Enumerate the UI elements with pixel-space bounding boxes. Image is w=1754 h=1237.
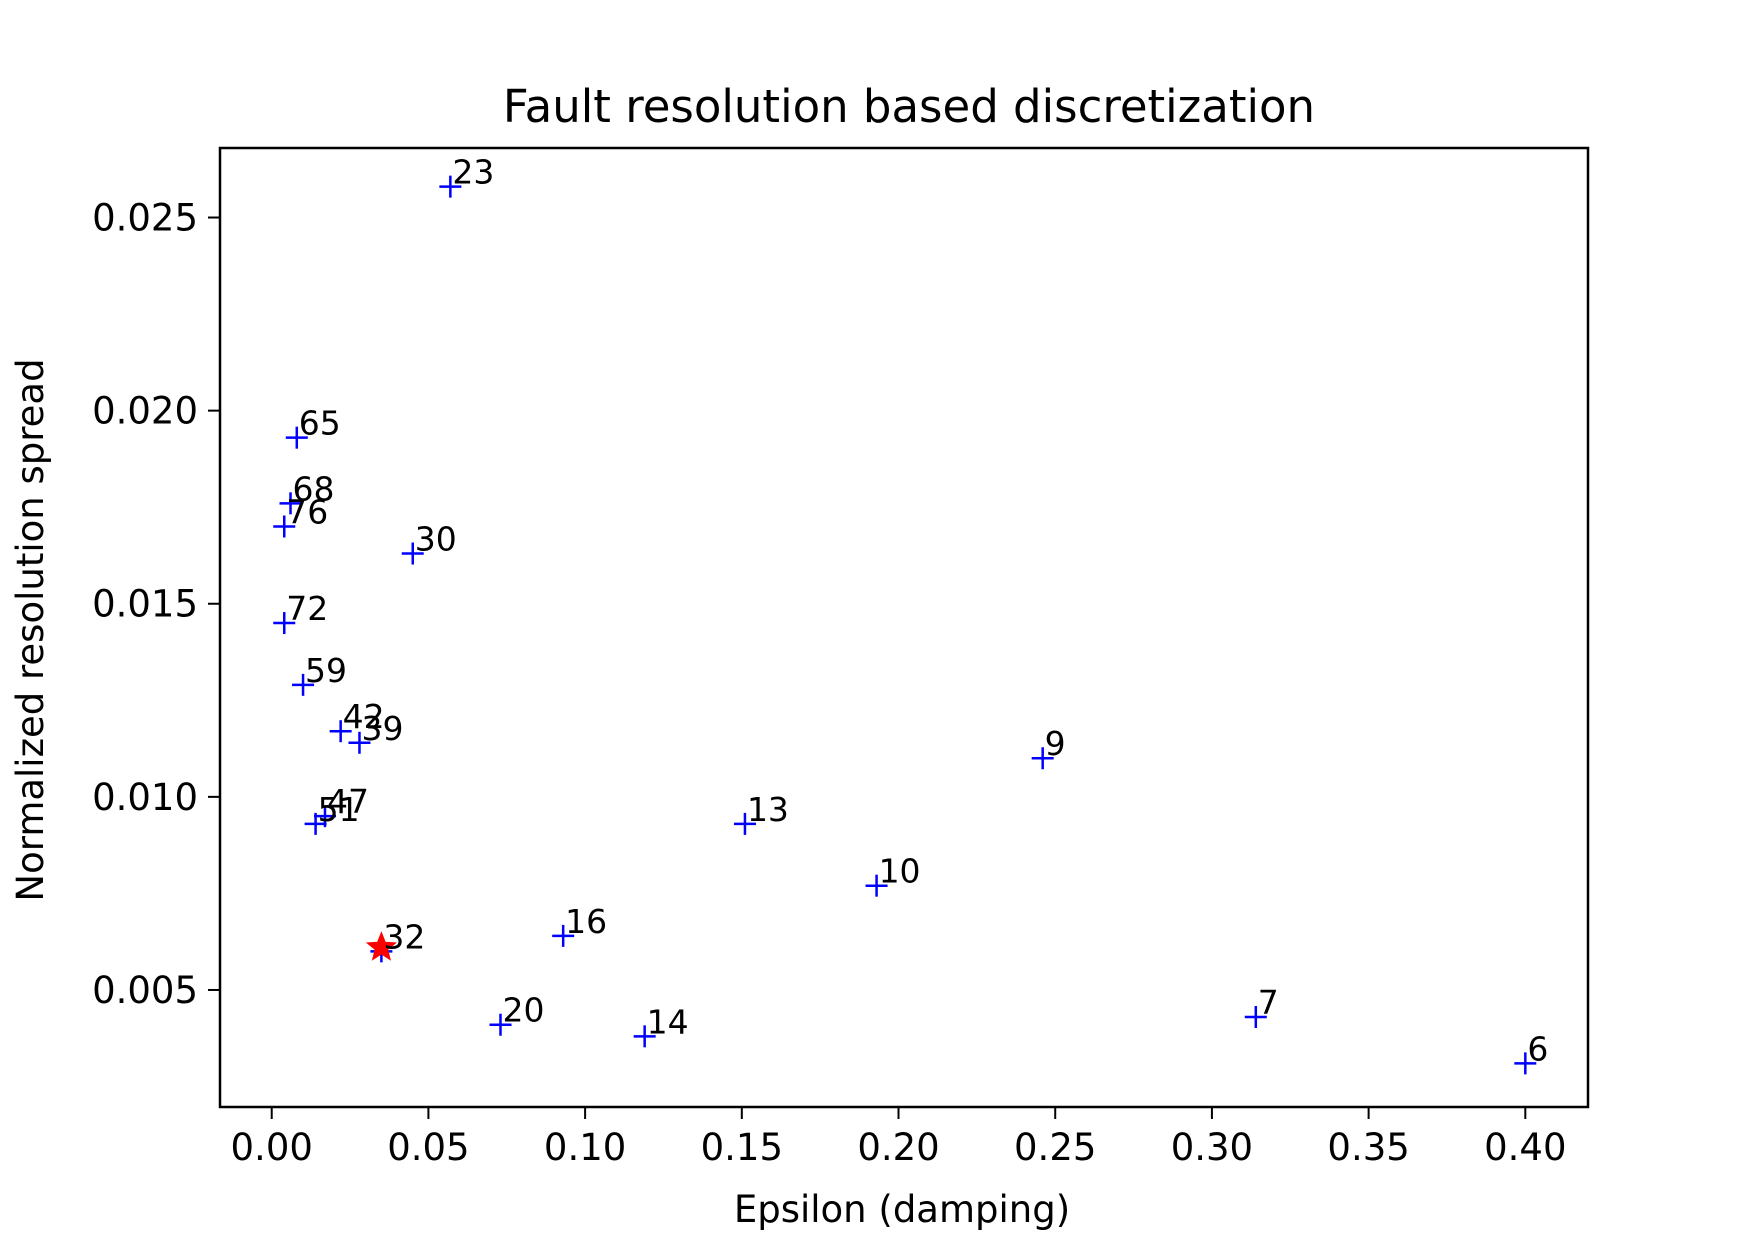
point-label-23: 23 xyxy=(452,153,494,192)
x-tick-label: 0.05 xyxy=(387,1126,469,1169)
data-point-20 xyxy=(489,1013,512,1036)
data-point-14 xyxy=(633,1025,656,1048)
y-tick-label: 0.025 xyxy=(92,197,198,240)
data-point-76 xyxy=(273,515,296,538)
x-tick-label: 0.35 xyxy=(1327,1126,1409,1169)
plot-area: 0.00 0.05 0.10 0.15 0.20 0.25 0.30 0.35 0.40 0.0… xyxy=(92,146,1590,1169)
point-label-13: 13 xyxy=(747,790,789,829)
point-label-30: 30 xyxy=(415,520,457,559)
x-tick-label: 0.20 xyxy=(857,1126,939,1169)
data-point-59 xyxy=(292,673,315,696)
point-label-10: 10 xyxy=(879,852,921,891)
y-tick-label: 0.020 xyxy=(92,390,198,433)
point-label-39: 39 xyxy=(361,709,403,748)
point-label-47: 47 xyxy=(327,782,369,821)
data-points xyxy=(273,175,1537,1075)
x-tick-label: 0.15 xyxy=(701,1126,783,1169)
data-point-42 xyxy=(329,720,352,743)
data-point-39 xyxy=(348,731,371,754)
point-label-51: 51 xyxy=(318,790,360,829)
highlight-star-32 xyxy=(365,931,398,961)
x-tick-label: 0.10 xyxy=(544,1126,626,1169)
y-axis-label: Normalized resolution spread xyxy=(9,358,52,901)
point-label-76: 76 xyxy=(286,493,328,532)
y-axis: 0.005 0.010 0.015 0.020 0.025 xyxy=(92,197,220,1012)
y-tick-label: 0.005 xyxy=(92,969,198,1012)
point-label-6: 6 xyxy=(1527,1029,1548,1068)
data-point-6 xyxy=(1514,1052,1537,1075)
y-tick-label: 0.015 xyxy=(92,583,198,626)
axes-frame xyxy=(218,146,1590,1109)
data-point-9 xyxy=(1031,747,1054,770)
data-point-68 xyxy=(279,492,302,515)
point-label-59: 59 xyxy=(305,651,347,690)
data-point-10 xyxy=(865,874,888,897)
point-label-72: 72 xyxy=(286,589,328,628)
x-tick-label: 0.25 xyxy=(1014,1126,1096,1169)
data-point-23 xyxy=(439,175,462,198)
point-label-32: 32 xyxy=(383,917,425,956)
point-label-16: 16 xyxy=(565,902,607,941)
data-point-65 xyxy=(285,426,308,449)
x-axis-label: Epsilon (damping) xyxy=(734,1188,1070,1231)
point-label-65: 65 xyxy=(299,404,341,443)
x-axis: 0.00 0.05 0.10 0.15 0.20 0.25 0.30 0.35 0.40 xyxy=(231,1107,1567,1169)
data-point-72 xyxy=(273,612,296,635)
point-label-14: 14 xyxy=(647,1002,689,1041)
data-point-51 xyxy=(304,812,327,835)
point-label-68: 68 xyxy=(293,469,335,508)
x-tick-label: 0.00 xyxy=(231,1126,313,1169)
point-label-42: 42 xyxy=(343,697,385,736)
x-tick-label: 0.40 xyxy=(1484,1126,1566,1169)
point-label-7: 7 xyxy=(1258,983,1279,1022)
data-point-13 xyxy=(733,812,756,835)
y-tick-label: 0.010 xyxy=(92,776,198,819)
data-point-16 xyxy=(552,924,575,947)
data-point-7 xyxy=(1244,1006,1267,1029)
chart-title: Fault resolution based discretization xyxy=(503,80,1315,133)
data-point-30 xyxy=(401,542,424,565)
x-tick-label: 0.30 xyxy=(1171,1126,1253,1169)
point-label-20: 20 xyxy=(502,991,544,1030)
point-label-9: 9 xyxy=(1045,724,1066,763)
